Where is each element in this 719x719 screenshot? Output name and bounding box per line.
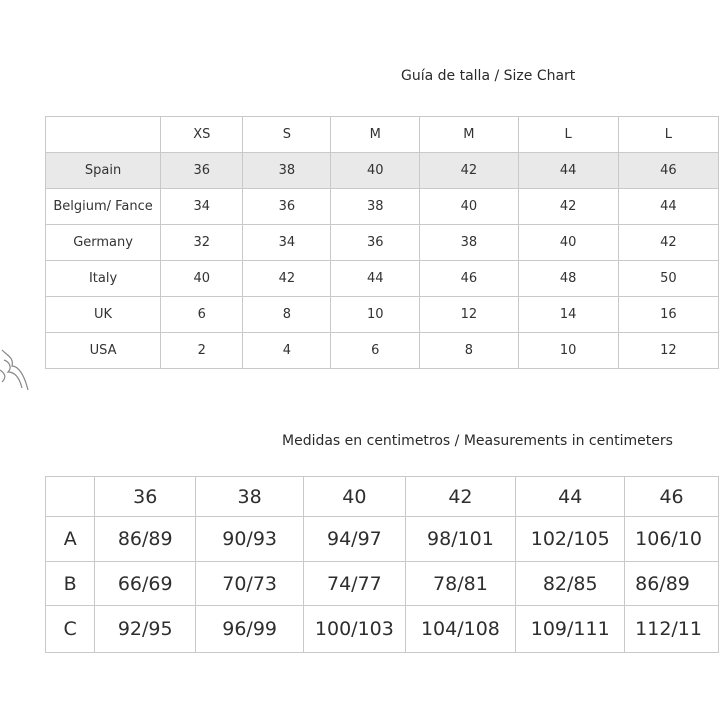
table-row: USA 2 4 6 8 10 12 — [44, 332, 719, 369]
header-cell: 46 — [624, 476, 719, 517]
table-cell: 10 — [330, 296, 421, 333]
table-cell: 6 — [330, 332, 421, 369]
table-cell: 2 — [160, 332, 244, 369]
table-cell: 38 — [419, 224, 519, 261]
table-cell: 44 — [517, 152, 619, 189]
header-cell: M — [419, 116, 519, 153]
table-cell: 98/101 — [404, 516, 517, 562]
table-cell: 40 — [419, 188, 519, 225]
table-row: B 66/69 70/73 74/77 78/81 82/85 86/89 — [44, 561, 719, 606]
table-cell: 44 — [330, 260, 421, 297]
table-cell: 70/73 — [195, 561, 305, 606]
table-cell: 100/103 — [303, 605, 406, 653]
table-cell: 92/95 — [94, 605, 197, 653]
table-cell: 12 — [419, 296, 519, 333]
table-cell: 42 — [419, 152, 519, 189]
table-cell: 44 — [617, 188, 719, 225]
size-chart-title: Guía de talla / Size Chart — [401, 68, 576, 84]
table-cell: 42 — [517, 188, 619, 225]
measurements-table: 36 38 40 42 44 46 A 86/89 90/93 94/97 98/101… — [44, 476, 719, 653]
table-cell: 96/99 — [195, 605, 305, 653]
table-header-row: 36 38 40 42 44 46 — [44, 476, 719, 517]
header-cell: 36 — [94, 476, 197, 517]
table-cell: 102/105 — [515, 516, 626, 562]
table-cell: 40 — [330, 152, 421, 189]
table-cell: 4 — [242, 332, 332, 369]
row-label: Germany — [44, 224, 162, 261]
row-label: UK — [44, 296, 162, 333]
row-label: C — [44, 605, 96, 653]
table-cell: 78/81 — [404, 561, 517, 606]
table-row: Italy 40 42 44 46 48 50 — [44, 260, 719, 297]
table-cell: 36 — [330, 224, 421, 261]
table-cell: 8 — [419, 332, 519, 369]
table-cell: 12 — [617, 332, 719, 369]
table-cell: 109/111 — [515, 605, 626, 653]
table-cell: 14 — [517, 296, 619, 333]
measurements-title: Medidas en centimetros / Measurements in… — [282, 433, 673, 449]
table-cell: 86/89 — [94, 516, 197, 562]
header-cell: M — [330, 116, 421, 153]
table-header-row: XS S M M L L — [44, 116, 719, 153]
header-cell: 44 — [515, 476, 626, 517]
table-cell: 34 — [242, 224, 332, 261]
table-cell: 86/89 — [624, 561, 719, 606]
table-cell: 50 — [617, 260, 719, 297]
header-cell: 42 — [404, 476, 517, 517]
table-cell: 104/108 — [404, 605, 517, 653]
row-label: USA — [44, 332, 162, 369]
table-cell: 112/11 — [624, 605, 719, 653]
header-cell: L — [517, 116, 619, 153]
table-row: Belgium/ Fance 34 36 38 40 42 44 — [44, 188, 719, 225]
header-cell — [44, 476, 96, 517]
table-cell: 32 — [160, 224, 244, 261]
table-cell: 36 — [160, 152, 244, 189]
table-cell: 48 — [517, 260, 619, 297]
row-label: Spain — [44, 152, 162, 189]
table-row: UK 6 8 10 12 14 16 — [44, 296, 719, 333]
table-row: C 92/95 96/99 100/103 104/108 109/111 112/11 — [44, 605, 719, 653]
table-cell: 8 — [242, 296, 332, 333]
table-cell: 66/69 — [94, 561, 197, 606]
table-cell: 46 — [419, 260, 519, 297]
table-cell: 90/93 — [195, 516, 305, 562]
table-cell: 16 — [617, 296, 719, 333]
table-cell: 46 — [617, 152, 719, 189]
table-cell: 42 — [242, 260, 332, 297]
header-cell — [44, 116, 162, 153]
row-label: B — [44, 561, 96, 606]
table-cell: 40 — [517, 224, 619, 261]
table-cell: 106/10 — [624, 516, 719, 562]
header-cell: 38 — [195, 476, 305, 517]
header-cell: S — [242, 116, 332, 153]
table-row: A 86/89 90/93 94/97 98/101 102/105 106/10 — [44, 516, 719, 562]
table-cell: 74/77 — [303, 561, 406, 606]
header-cell: L — [617, 116, 719, 153]
table-cell: 94/97 — [303, 516, 406, 562]
header-cell: XS — [160, 116, 244, 153]
table-cell: 42 — [617, 224, 719, 261]
size-chart-table: XS S M M L L Spain 36 38 40 42 44 46 Belgium/ F… — [44, 116, 719, 369]
table-cell: 36 — [242, 188, 332, 225]
row-label: Italy — [44, 260, 162, 297]
table-cell: 6 — [160, 296, 244, 333]
table-cell: 38 — [330, 188, 421, 225]
table-cell: 40 — [160, 260, 244, 297]
table-row: Spain 36 38 40 42 44 46 — [44, 152, 719, 189]
row-label: A — [44, 516, 96, 562]
row-label: Belgium/ Fance — [44, 188, 162, 225]
table-cell: 34 — [160, 188, 244, 225]
table-cell: 38 — [242, 152, 332, 189]
table-row: Germany 32 34 36 38 40 42 — [44, 224, 719, 261]
table-cell: 10 — [517, 332, 619, 369]
hand-sketch-icon — [0, 349, 29, 391]
header-cell: 40 — [303, 476, 406, 517]
table-cell: 82/85 — [515, 561, 626, 606]
